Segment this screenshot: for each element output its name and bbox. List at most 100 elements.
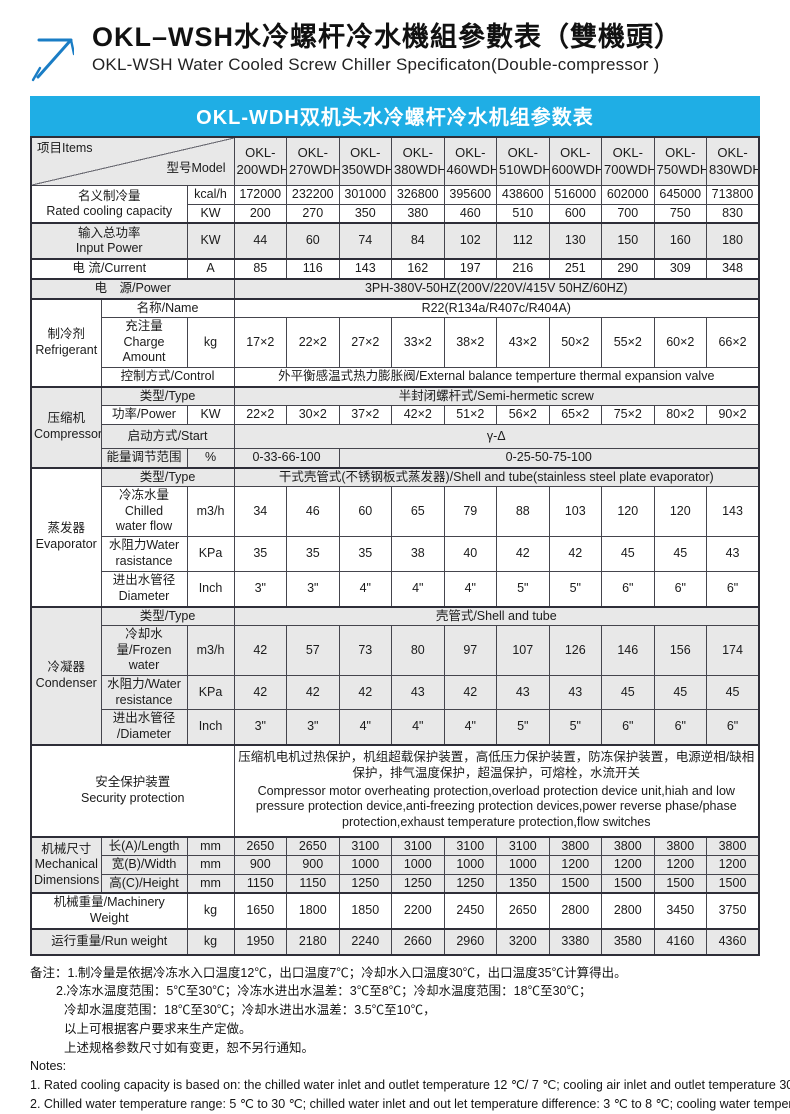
value-cell: 45 [601, 536, 655, 572]
value-cell: 3200 [496, 927, 550, 956]
row-label: 水阻力/Water resistance [100, 674, 188, 711]
note-line-zh: 备注：1.制冷量是依据冷冻水入口温度12℃，出口温度7℃；冷却水入口温度30℃，… [30, 965, 627, 980]
value-cell: 309 [653, 258, 708, 280]
group-label-mechanical: 机械尺寸 Mechanical Dimensions [30, 835, 102, 894]
value-cell: 60 [338, 486, 393, 537]
note-line-en: 1. Rated cooling capacity is based on: t… [30, 1078, 790, 1093]
value-cell: 750 [653, 203, 708, 224]
value-cell: 44 [233, 222, 288, 260]
value-cell: 216 [496, 258, 550, 280]
unit-cell: KPa [186, 674, 235, 711]
value-cell: 1000 [338, 855, 393, 875]
value-cell: 43×2 [496, 317, 550, 368]
table-row-comp_type: 压缩机 Compressor 类型/Type 半封闭螺杆式/Semi-hermeti… [30, 385, 760, 468]
value-cell: 1150 [286, 873, 340, 894]
table-row-mech_height: 高(C)/Height mm 1150 1150 1250 1250 1250 1350 150… [31, 873, 760, 894]
table-row-refrig_name: 制冷剂 Refrigerant 名称/Name R22(R134a/R407c/R4… [30, 297, 760, 388]
value-cell: 162 [391, 258, 445, 280]
row-label: 类型/Type [100, 466, 235, 488]
value-cell: 43 [496, 674, 550, 711]
table-row-cond_type: 冷凝器 Condenser 类型/Type 壳管式/Shell and tube [30, 605, 760, 745]
value-cell: 1350 [496, 873, 550, 894]
merged-value-cell: 干式壳管式(不锈钢板式蒸发器)/Shell and tube(stainless… [233, 466, 760, 488]
value-cell: 5" [548, 571, 603, 607]
table-row-evap_resistance: 水阻力Water rasistance KPa 35 35 35 38 40 42 42 45 45… [31, 536, 760, 572]
value-cell: 301000 [338, 185, 393, 205]
value-cell: 6" [601, 709, 655, 745]
spec-table: 项目Items 型号Model OKL- 200WDH OKL- 270WDH OK… [30, 136, 761, 956]
value-cell: 2200 [391, 892, 445, 930]
value-cell: 3" [286, 709, 340, 745]
value-cell: 6" [653, 709, 708, 745]
value-cell: 438600 [496, 185, 550, 205]
value-cell: 1500 [706, 873, 760, 894]
value-cell: 60 [286, 222, 340, 260]
group-label-compressor: 压缩机 Compressor [30, 385, 102, 468]
value-cell: 232200 [286, 185, 340, 205]
unit-cell: kg [186, 317, 235, 368]
note-line-zh: 上述规格参数尺寸如有变更，恕不另行通知。 [64, 1040, 315, 1055]
unit-cell: m3/h [186, 625, 235, 676]
value-cell: 510 [496, 203, 550, 224]
value-cell: 103 [548, 486, 603, 537]
table-row-comp_start: 启动方式/Start γ-Δ [31, 423, 760, 449]
merged-value-cell: 壳管式/Shell and tube [233, 605, 760, 627]
model-header-cell: OKL- 830WDH [706, 136, 760, 186]
table-row-run_weight: 运行重量/Run weight kg 1950 2180 2240 2660 2960 320… [30, 927, 760, 956]
value-cell: 6" [653, 571, 708, 607]
value-cell: 146 [601, 625, 655, 676]
value-cell: 3100 [443, 835, 498, 857]
table-row-evap_diameter: 进出水管径 Diameter Inch 3" 3" 4" 4" 4" 5" 5" 6" 6" 6" [31, 571, 760, 607]
table-row-evap_flow: 冷冻水量Chilled water flow m3/h 34 46 60 65 79 88 10… [31, 486, 760, 537]
spec-table-wrapper: 项目Items 型号Model OKL- 200WDH OKL- 270WDH OK… [30, 136, 790, 956]
row-label: 运行重量/Run weight [30, 927, 188, 956]
items-model-corner-cell: 项目Items 型号Model [30, 136, 235, 186]
value-cell: 1000 [496, 855, 550, 875]
row-label: 输入总功率 Input Power [30, 222, 188, 260]
row-label: 进出水管径 Diameter [100, 571, 188, 607]
note-line-en: Notes: [30, 1059, 67, 1074]
row-label: 充注量 Charge Amount [100, 317, 188, 368]
value-cell: 2650 [496, 892, 550, 930]
row-label: 名义制冷量 Rated cooling capacity [30, 185, 188, 224]
value-cell: 6" [706, 709, 760, 745]
row-label: 安全保护装置 Security protection [30, 743, 235, 837]
value-cell: 42 [233, 625, 288, 676]
value-cell: 460 [443, 203, 498, 224]
unit-cell: kg [186, 892, 235, 930]
value-cell: 50×2 [548, 317, 603, 368]
page-title-zh: OKL–WSH水冷螺杆冷水機組參數表（雙機頭） [92, 22, 682, 52]
table-row-cond_resistance: 水阻力/Water resistance KPa 42 42 42 43 42 43 43 45 4… [31, 674, 760, 711]
value-cell: 75×2 [601, 405, 655, 425]
row-label: 启动方式/Start [100, 423, 235, 449]
value-cell: 1000 [443, 855, 498, 875]
value-cell: 120 [601, 486, 655, 537]
value-cell: 80×2 [653, 405, 708, 425]
value-cell: 4" [338, 709, 393, 745]
value-cell: 22×2 [233, 405, 288, 425]
value-cell: 27×2 [338, 317, 393, 368]
value-cell: 0-25-50-75-100 [338, 447, 760, 469]
value-cell: 350 [338, 203, 393, 224]
value-cell: 2800 [601, 892, 655, 930]
value-cell: 2650 [286, 835, 340, 857]
value-cell: 51×2 [443, 405, 498, 425]
value-cell: 143 [706, 486, 760, 537]
value-cell: 1200 [653, 855, 708, 875]
value-cell: 1000 [391, 855, 445, 875]
value-cell: 65 [391, 486, 445, 537]
group-label-condenser: 冷凝器 Condenser [30, 605, 102, 745]
value-cell: 600 [548, 203, 603, 224]
model-header-cell: OKL- 350WDH [338, 136, 393, 186]
table-row-security: 安全保护装置 Security protection 压缩机电机过热保护，机组超载… [30, 743, 760, 837]
value-cell: 270 [286, 203, 340, 224]
value-cell: 45 [653, 536, 708, 572]
value-cell: 34 [233, 486, 288, 537]
security-text-en: Compressor motor overheating protection,… [255, 783, 737, 829]
value-cell: 42 [338, 674, 393, 711]
value-cell: 143 [338, 258, 393, 280]
value-cell: 3800 [601, 835, 655, 857]
arrow-up-right-icon [31, 38, 74, 82]
value-cell: 3800 [548, 835, 603, 857]
value-cell: 43 [391, 674, 445, 711]
